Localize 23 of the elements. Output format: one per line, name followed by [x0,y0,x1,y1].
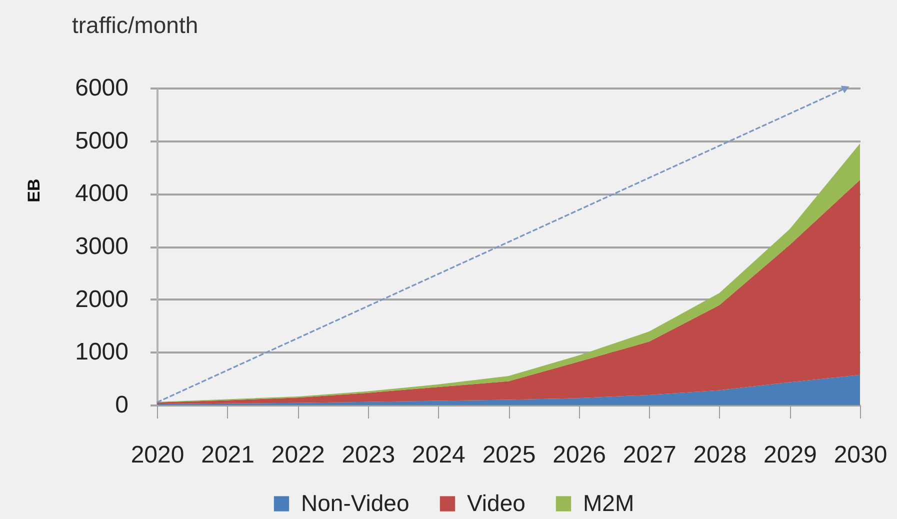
legend-label: M2M [583,490,634,516]
x-tick-label: 2020 [130,442,184,468]
y-tick-label: 2000 [75,286,128,313]
x-tick-label: 2022 [271,442,325,468]
y-tick-label: 0 [115,392,128,418]
y-tick-label: 1000 [75,338,128,366]
legend-label: Non-Video [301,490,410,516]
x-tick-label: 2027 [622,442,676,468]
chart-title: traffic/month [72,12,198,38]
x-tick-label: 2028 [693,442,747,468]
legend-label: Video [467,490,526,516]
x-tick-label: 2026 [552,442,606,468]
x-tick-label: 2024 [412,442,466,468]
y-tick-label: 6000 [75,74,128,102]
y-axis-title: EB [24,178,44,202]
x-tick-label: 2030 [834,442,888,468]
x-tick-label: 2029 [764,442,817,468]
y-tick-label: 5000 [75,127,128,154]
x-tick-label: 2023 [342,442,396,468]
x-tick-label: 2021 [201,442,254,468]
y-tick-label: 3000 [75,233,128,260]
y-tick-label: 4000 [75,180,128,208]
x-tick-label: 2025 [482,442,536,468]
